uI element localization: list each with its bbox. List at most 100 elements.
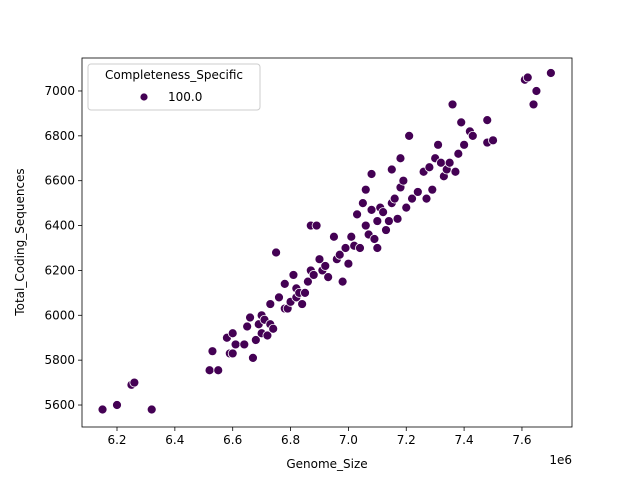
point: [545, 68, 556, 78]
point: [337, 276, 348, 287]
x-tick-label: 6.6: [223, 433, 242, 447]
point: [346, 231, 357, 242]
point: [427, 184, 438, 195]
point: [459, 139, 470, 150]
point: [366, 169, 377, 179]
x-tick-label: 7.0: [339, 433, 358, 447]
x-tick-label: 7.4: [455, 433, 474, 447]
point: [265, 299, 276, 309]
legend-box: [87, 63, 261, 111]
point: [213, 365, 224, 376]
point: [227, 328, 238, 339]
point: [531, 86, 542, 96]
point: [424, 162, 435, 173]
point: [378, 207, 389, 218]
point: [245, 312, 255, 323]
x-tick-label: 6.4: [165, 433, 184, 447]
point: [372, 216, 383, 226]
point: [329, 231, 339, 242]
point: [386, 164, 397, 175]
point: [528, 99, 539, 110]
point: [357, 198, 368, 209]
point: [522, 72, 533, 83]
point: [352, 209, 362, 220]
point: [323, 272, 334, 283]
point: [366, 204, 377, 215]
point: [250, 335, 261, 345]
point: [384, 216, 394, 226]
point: [407, 193, 417, 204]
point: [129, 377, 140, 388]
x-axis-label: Genome_Size: [286, 457, 367, 471]
point: [450, 166, 461, 177]
y-tick-label: 5600: [44, 398, 75, 412]
point: [112, 400, 122, 410]
legend-label: 100.0: [168, 90, 202, 104]
point: [274, 292, 284, 303]
point: [239, 339, 250, 350]
point: [343, 258, 354, 269]
point: [444, 157, 455, 168]
y-tick-label: 5800: [44, 353, 75, 367]
point: [488, 135, 498, 146]
point: [268, 323, 279, 334]
point: [369, 234, 380, 244]
point: [395, 153, 406, 164]
y-tick-label: 6200: [44, 263, 75, 277]
point: [360, 220, 371, 231]
point: [300, 287, 310, 298]
point: [398, 175, 409, 186]
point: [381, 225, 391, 235]
legend-title: Completeness_Specific: [105, 68, 243, 82]
point: [320, 261, 331, 271]
y-tick-label: 6600: [44, 174, 75, 188]
point: [421, 193, 432, 204]
point: [334, 249, 345, 260]
point: [389, 193, 400, 204]
point: [242, 321, 253, 332]
point: [308, 270, 319, 280]
x-tick-label: 7.6: [512, 433, 531, 447]
point: [433, 139, 443, 150]
point: [392, 213, 403, 224]
point: [456, 117, 467, 128]
point: [360, 184, 371, 195]
point: [401, 202, 412, 213]
point: [248, 353, 258, 363]
x-tick-label: 7.2: [397, 433, 416, 447]
x-offset-label: 1e6: [549, 453, 572, 467]
point: [467, 130, 478, 141]
point: [204, 365, 215, 376]
point: [340, 243, 351, 253]
point: [447, 99, 458, 110]
y-axis-label: Total_Coding_Sequences: [13, 168, 27, 316]
x-tick-label: 6.8: [281, 433, 300, 447]
point: [372, 243, 383, 253]
point: [311, 220, 322, 231]
point: [355, 243, 365, 253]
plot-frame: [81, 57, 573, 428]
point: [146, 404, 157, 415]
y-tick-label: 6400: [44, 219, 75, 233]
point: [288, 270, 299, 280]
point: [279, 278, 290, 289]
point: [453, 148, 464, 159]
point: [227, 348, 238, 359]
point: [303, 276, 313, 287]
y-tick-label: 7000: [44, 84, 75, 98]
y-tick-label: 6000: [44, 308, 75, 322]
x-tick-label: 6.2: [107, 433, 126, 447]
point: [314, 254, 325, 265]
point: [271, 247, 281, 258]
point: [297, 299, 308, 309]
point: [482, 115, 493, 126]
point: [404, 130, 415, 141]
point: [262, 330, 273, 341]
point: [230, 339, 241, 350]
legend-marker: [139, 92, 149, 102]
point: [207, 346, 218, 357]
y-tick-label: 6800: [44, 129, 75, 143]
point: [97, 404, 108, 415]
point: [412, 187, 423, 197]
